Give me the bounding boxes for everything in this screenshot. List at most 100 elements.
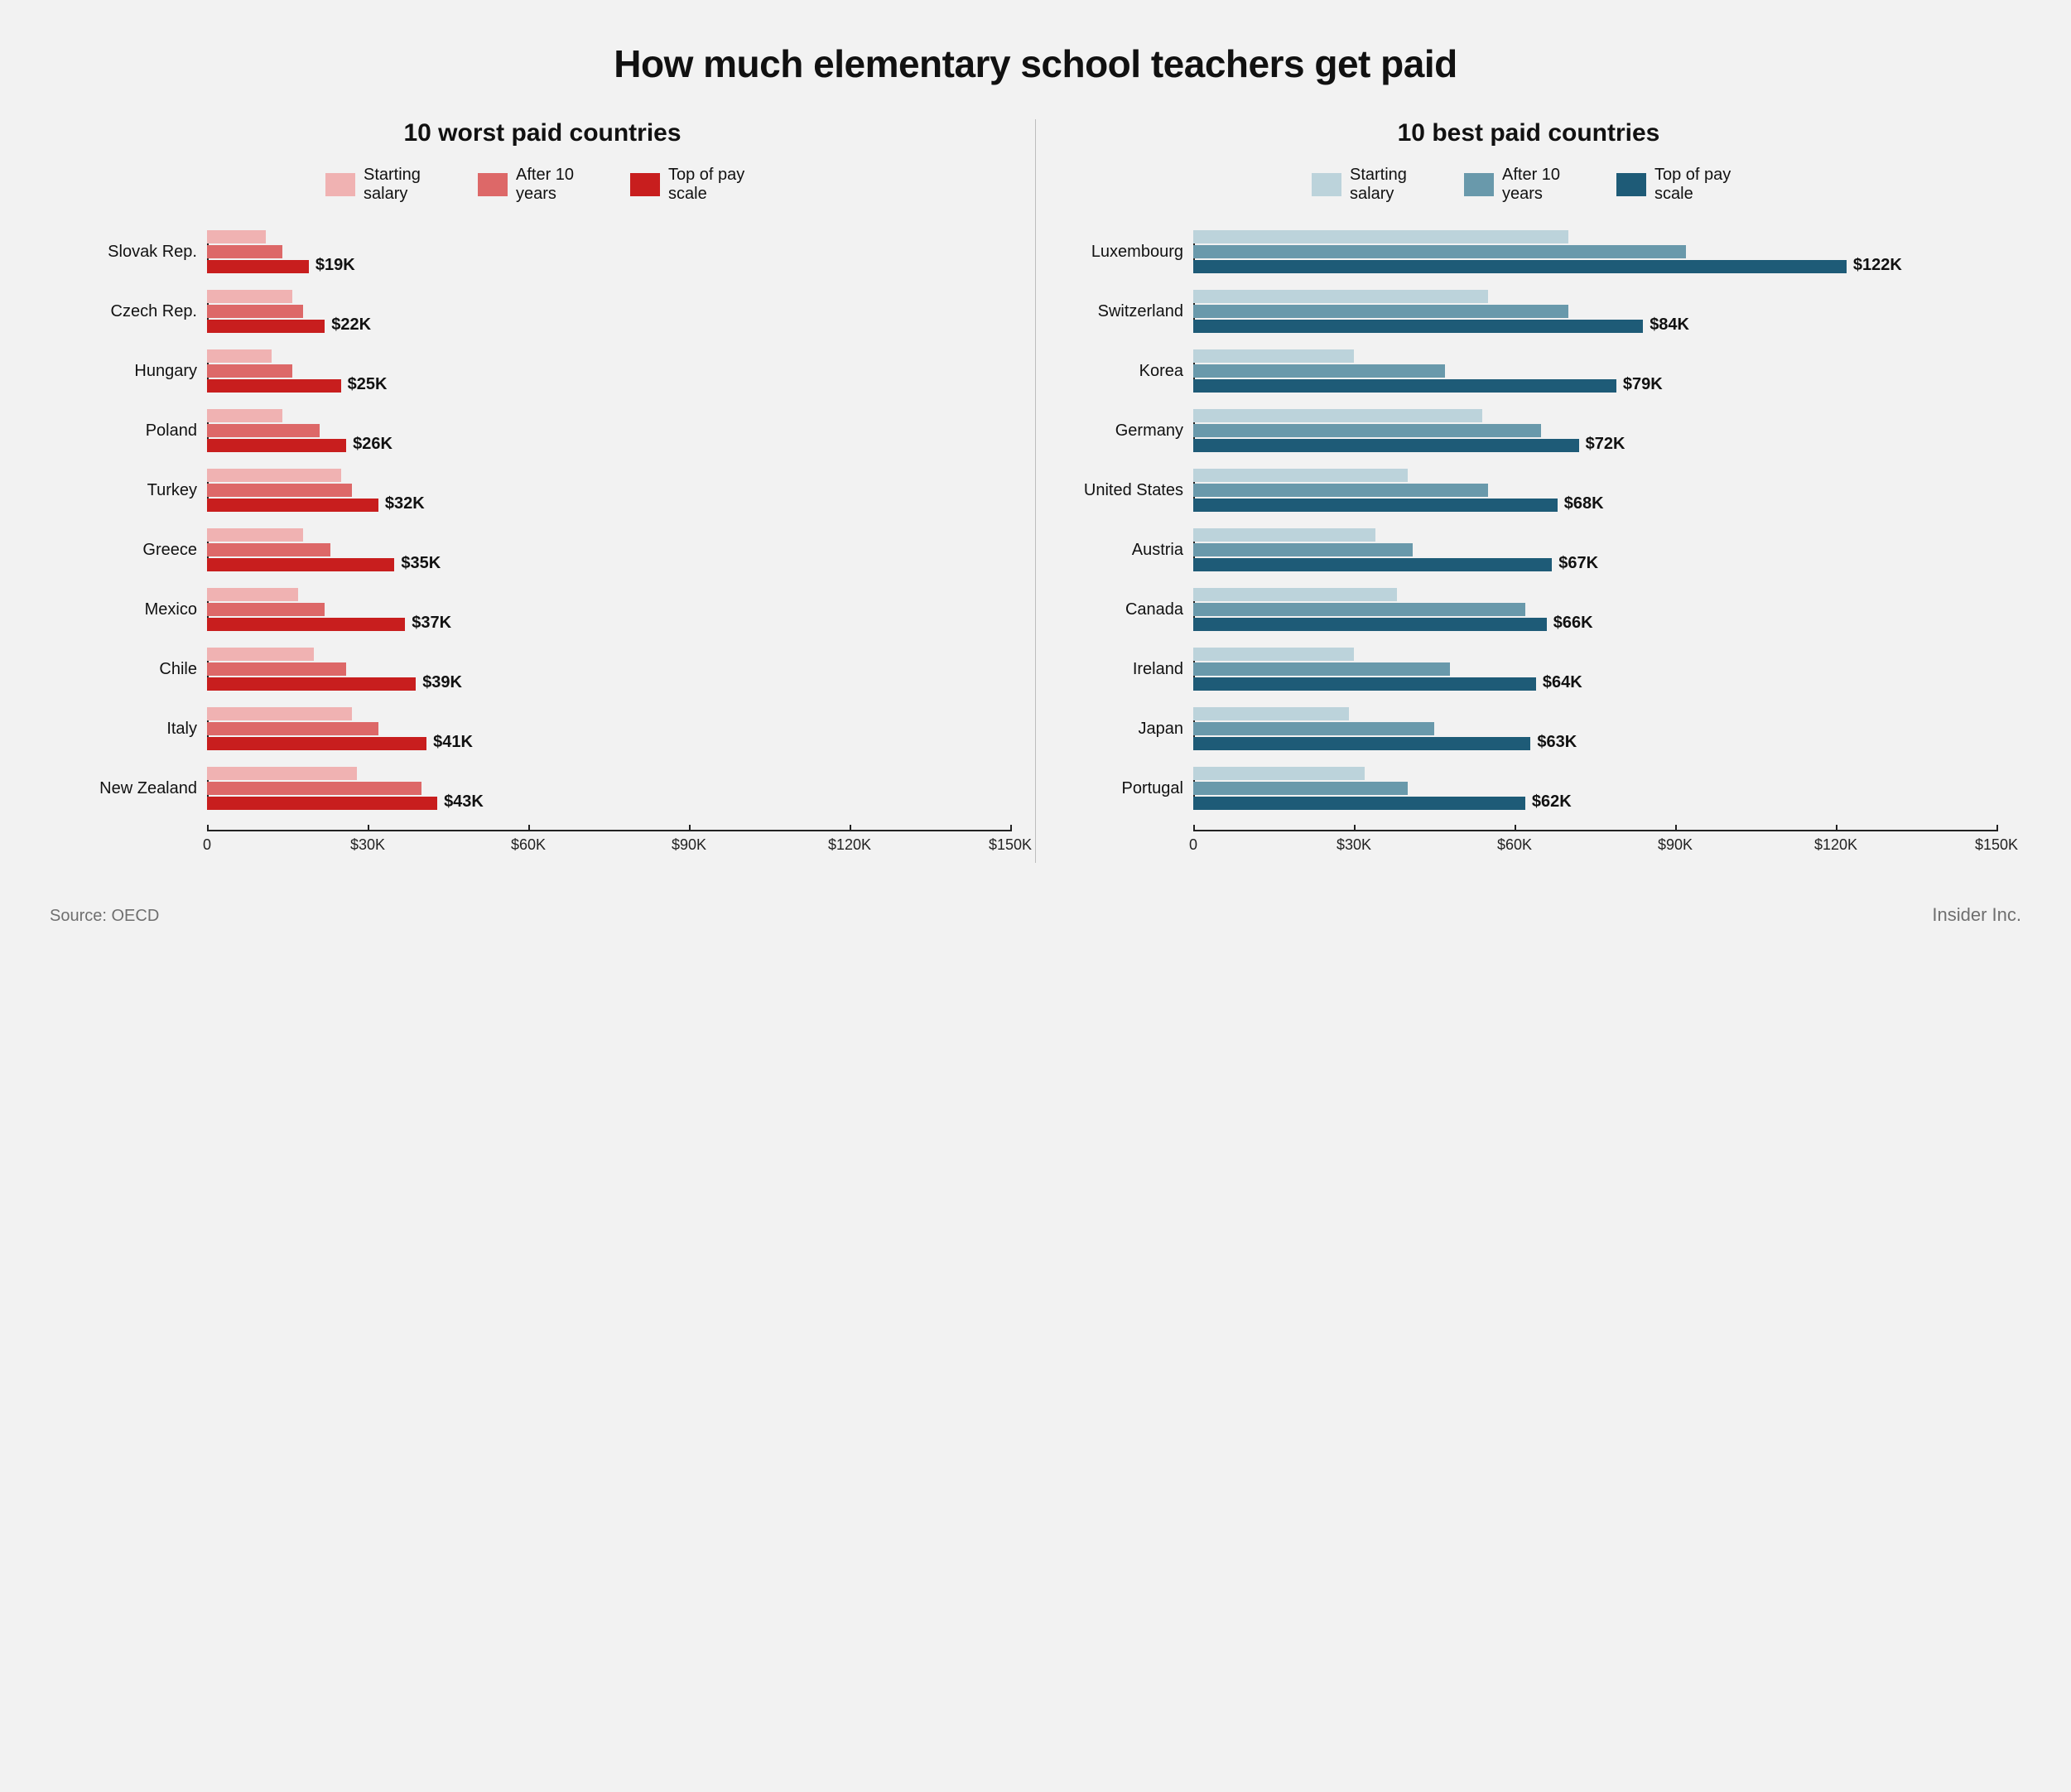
row-label: Switzerland	[1061, 302, 1193, 321]
row-label: United States	[1061, 481, 1193, 500]
bar	[207, 722, 378, 735]
row-label: Poland	[75, 422, 207, 441]
bars	[207, 409, 1010, 452]
bar-value: $72K	[1586, 435, 1625, 454]
bars	[207, 767, 1010, 810]
bar	[207, 648, 314, 661]
legend-item: Top of pay scale	[630, 166, 759, 204]
legend-swatch	[1312, 173, 1341, 196]
bar	[207, 379, 341, 393]
legend-item: Top of pay scale	[1616, 166, 1746, 204]
axis-tick-label: $30K	[1337, 836, 1371, 854]
legend-item: Starting salary	[325, 166, 455, 204]
bars-wrap: $43K	[207, 767, 1010, 810]
bar	[1193, 722, 1434, 735]
legend-label: Top of pay scale	[1654, 166, 1746, 204]
bar	[207, 707, 352, 720]
bar-value: $25K	[348, 375, 388, 394]
chart-row: Greece$35K	[75, 528, 1010, 571]
bar	[1193, 797, 1525, 810]
bars-wrap: $35K	[207, 528, 1010, 571]
row-label: Mexico	[75, 600, 207, 619]
axis-tick-label: $90K	[1658, 836, 1693, 854]
bar-value: $122K	[1853, 256, 1902, 275]
chart-row: Turkey $32K	[75, 469, 1010, 512]
panel-best: 10 best paid countries Starting salaryAf…	[1036, 119, 2021, 863]
bar	[1193, 737, 1530, 750]
bar	[1193, 648, 1354, 661]
bars-wrap: $79K	[1193, 349, 1996, 393]
bars	[1193, 648, 1996, 691]
row-label: Czech Rep.	[75, 302, 207, 321]
bar	[207, 290, 292, 303]
bar	[1193, 528, 1375, 542]
bar-value: $62K	[1532, 792, 1572, 812]
chart-row: Canada $66K	[1061, 588, 1996, 631]
bar	[207, 260, 309, 273]
bars	[207, 290, 1010, 333]
panel-worst: 10 worst paid countries Starting salaryA…	[50, 119, 1036, 863]
bars	[1193, 349, 1996, 393]
bar	[207, 469, 341, 482]
legend-label: After 10 years	[1502, 166, 1593, 204]
bar	[207, 320, 325, 333]
chart-row: Poland$26K	[75, 409, 1010, 452]
bars	[1193, 767, 1996, 810]
row-label: Greece	[75, 541, 207, 560]
legend-swatch	[478, 173, 508, 196]
bar-value: $68K	[1564, 494, 1604, 513]
bar	[1193, 379, 1616, 393]
chart-row: Czech Rep. $22K	[75, 290, 1010, 333]
bar	[1193, 662, 1450, 676]
bars-wrap: $39K	[207, 648, 1010, 691]
axis-tick-label: $120K	[828, 836, 871, 854]
axis-tick	[1354, 825, 1356, 831]
row-label: Canada	[1061, 600, 1193, 619]
legend-swatch	[325, 173, 355, 196]
bar-value: $64K	[1543, 673, 1582, 692]
bar-value: $84K	[1650, 316, 1689, 335]
legend-item: After 10 years	[478, 166, 607, 204]
bar-value: $63K	[1537, 733, 1577, 752]
bar	[1193, 767, 1365, 780]
bars-wrap: $67K	[1193, 528, 1996, 571]
bar	[207, 618, 405, 631]
axis-tick	[850, 825, 851, 831]
axis-tick-label: $150K	[1975, 836, 2018, 854]
bar	[1193, 782, 1408, 795]
bar-value: $22K	[331, 316, 371, 335]
chart-best: Luxembourg$122KSwitzerland$84KKorea$79KG…	[1061, 230, 1996, 810]
axis-tick-label: $30K	[350, 836, 385, 854]
row-label: Ireland	[1061, 660, 1193, 679]
bars	[207, 469, 1010, 512]
bar	[207, 797, 437, 810]
bar	[207, 782, 421, 795]
axis-tick	[1996, 825, 1998, 831]
axis-tick-label: $90K	[672, 836, 706, 854]
bar	[207, 499, 378, 512]
bar-value: $66K	[1553, 614, 1593, 633]
bar	[1193, 603, 1525, 616]
bar	[1193, 588, 1397, 601]
bar	[207, 424, 320, 437]
axis-tick-label: $60K	[1497, 836, 1532, 854]
chart-row: Luxembourg $122K	[1061, 230, 1996, 273]
bar-value: $41K	[433, 733, 473, 752]
axis-tick	[207, 825, 209, 831]
bar-value: $32K	[385, 494, 425, 513]
bars-wrap: $63K	[1193, 707, 1996, 750]
chart-row: United States $68K	[1061, 469, 1996, 512]
row-label: Turkey	[75, 481, 207, 500]
bar	[207, 558, 394, 571]
row-label: Luxembourg	[1061, 243, 1193, 262]
chart-row: Japan$63K	[1061, 707, 1996, 750]
bar	[207, 305, 303, 318]
bar	[207, 677, 416, 691]
legend-best: Starting salaryAfter 10 yearsTop of pay …	[1061, 166, 1996, 204]
axis-tick	[1836, 825, 1837, 831]
bars	[1193, 707, 1996, 750]
bar	[207, 484, 352, 497]
bars	[207, 648, 1010, 691]
bar	[207, 364, 292, 378]
chart-row: Mexico$37K	[75, 588, 1010, 631]
